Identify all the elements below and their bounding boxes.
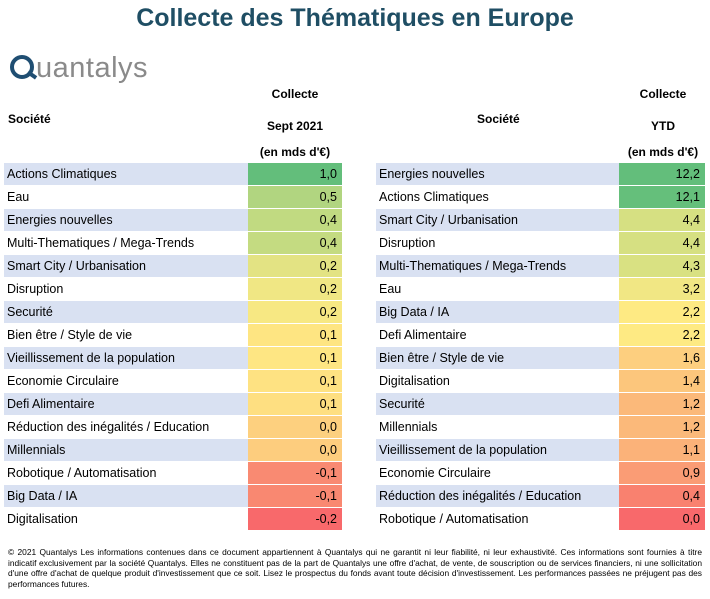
row-company-name: Robotique / Automatisation <box>379 512 529 526</box>
row-value-cell: 12,1 <box>619 186 705 208</box>
row-company-name: Vieillissement de la population <box>376 439 619 461</box>
right-header-company: Société <box>477 112 520 126</box>
row-company-name: Multi-Thematiques / Mega-Trends <box>7 236 195 250</box>
row-company-name: Disruption <box>7 282 64 296</box>
row-company-name: Disruption <box>379 236 436 250</box>
row-company-name: Réduction des inégalités / Education <box>7 420 210 434</box>
row-company-name: Robotique / Automatisation <box>7 466 157 480</box>
row-value-cell: 0,1 <box>248 370 342 392</box>
row-value-cell: -0,1 <box>248 462 342 484</box>
left-header-unit: (en mds d'€) <box>259 145 331 159</box>
row-value-cell: 0,0 <box>248 439 342 461</box>
row-company-name: Economie Circulaire <box>7 374 119 388</box>
row-company-name: Millennials <box>379 420 438 434</box>
row-company-name: Digitalisation <box>379 374 450 388</box>
left-header-period: Sept 2021 <box>266 119 324 133</box>
row-company-name: Bien être / Style de vie <box>376 347 619 369</box>
row-company-name: Millennials <box>4 439 248 461</box>
row-value-cell: 1,1 <box>619 439 705 461</box>
row-value-cell: 1,0 <box>248 163 342 185</box>
row-value-cell: 0,0 <box>619 508 705 530</box>
row-value-cell: 2,2 <box>619 301 705 323</box>
right-header-unit: (en mds d'€) <box>627 145 699 159</box>
left-header-collecte: Collecte <box>271 87 319 101</box>
row-value-cell: 0,4 <box>248 232 342 254</box>
row-value-cell: 1,2 <box>619 393 705 415</box>
row-value-cell: 2,2 <box>619 324 705 346</box>
row-company-name: Multi-Thematiques / Mega-Trends <box>376 255 619 277</box>
row-company-name: Energies nouvelles <box>4 209 248 231</box>
row-value-cell: 0,4 <box>248 209 342 231</box>
row-company-name: Eau <box>379 282 402 296</box>
row-value-cell: 0,9 <box>619 462 705 484</box>
row-value-cell: 0,2 <box>248 301 342 323</box>
row-company-name: Economie Circulaire <box>379 466 491 480</box>
row-company-name: Digitalisation <box>7 512 78 526</box>
row-value-cell: 0,2 <box>248 278 342 300</box>
logo-q-icon <box>10 55 34 79</box>
row-value-cell: 0,4 <box>619 485 705 507</box>
row-company-name: Energies nouvelles <box>376 163 619 185</box>
row-company-name: Defi Alimentaire <box>379 328 467 342</box>
row-company-name: Smart City / Urbanisation <box>4 255 248 277</box>
row-value-cell: -0,2 <box>248 508 342 530</box>
page-title: Collecte des Thématiques en Europe <box>136 4 574 32</box>
row-value-cell: 1,2 <box>619 416 705 438</box>
row-company-name: Securité <box>4 301 248 323</box>
row-value-cell: 4,3 <box>619 255 705 277</box>
row-company-name: Defi Alimentaire <box>4 393 248 415</box>
quantalys-logo: uantalys <box>10 52 148 85</box>
row-value-cell: 4,4 <box>619 209 705 231</box>
row-value-cell: 0,1 <box>248 347 342 369</box>
row-value-cell: 1,6 <box>619 347 705 369</box>
row-company-name: Bien être / Style de vie <box>7 328 133 342</box>
row-company-name: Réduction des inégalités / Education <box>376 485 619 507</box>
row-value-cell: 4,4 <box>619 232 705 254</box>
row-value-cell: 0,2 <box>248 255 342 277</box>
row-value-cell: 3,2 <box>619 278 705 300</box>
row-company-name: Actions Climatiques <box>379 190 489 204</box>
row-value-cell: 12,2 <box>619 163 705 185</box>
row-value-cell: -0,1 <box>248 485 342 507</box>
right-header-period: YTD <box>651 119 675 133</box>
row-value-cell: 0,0 <box>248 416 342 438</box>
disclaimer-footer: © 2021 Quantalys Les informations conten… <box>8 547 702 589</box>
row-company-name: Smart City / Urbanisation <box>376 209 619 231</box>
row-value-cell: 0,1 <box>248 324 342 346</box>
row-value-cell: 0,1 <box>248 393 342 415</box>
logo-text: uantalys <box>36 52 149 84</box>
row-company-name: Big Data / IA <box>4 485 248 507</box>
row-company-name: Securité <box>376 393 619 415</box>
row-company-name: Actions Climatiques <box>4 163 248 185</box>
row-company-name: Big Data / IA <box>376 301 619 323</box>
left-header-company: Société <box>8 112 51 126</box>
row-value-cell: 0,5 <box>248 186 342 208</box>
row-company-name: Eau <box>7 190 30 204</box>
row-company-name: Vieillissement de la population <box>4 347 248 369</box>
row-value-cell: 1,4 <box>619 370 705 392</box>
right-header-collecte: Collecte <box>639 87 687 101</box>
